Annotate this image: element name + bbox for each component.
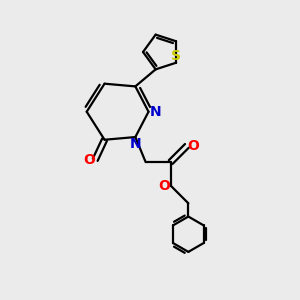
Text: O: O <box>158 178 170 193</box>
Text: S: S <box>171 49 181 63</box>
Text: N: N <box>150 105 162 119</box>
Text: O: O <box>187 139 199 153</box>
Text: O: O <box>83 153 95 167</box>
Text: N: N <box>130 136 141 151</box>
